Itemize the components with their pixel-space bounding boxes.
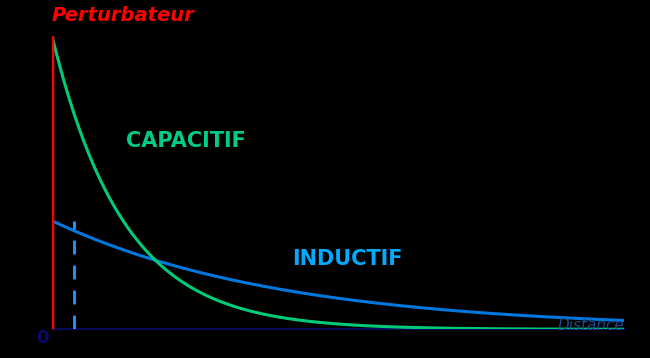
Text: 0: 0	[36, 329, 49, 347]
Text: INDUCTIF: INDUCTIF	[292, 249, 403, 269]
Text: Perturbateur: Perturbateur	[52, 6, 195, 25]
Text: Distance: Distance	[557, 318, 624, 333]
Text: CAPACITIF: CAPACITIF	[126, 131, 246, 151]
